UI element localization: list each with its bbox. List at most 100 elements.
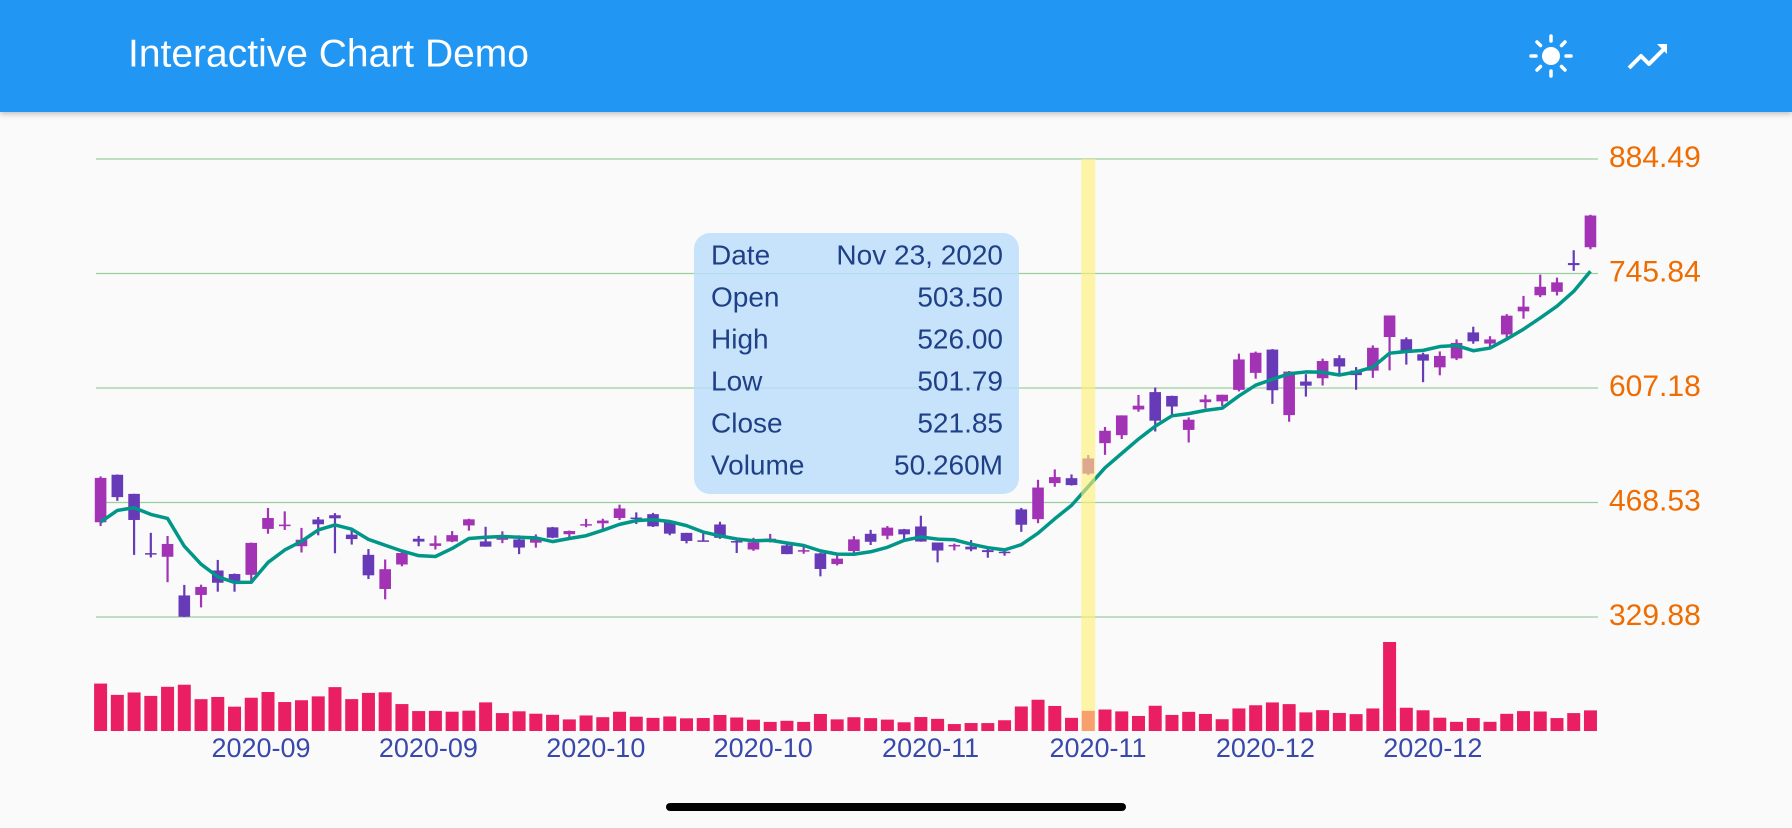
y-tick-label: 884.49 (1609, 141, 1701, 174)
volume-bar (1567, 713, 1581, 731)
candle-body (1249, 352, 1262, 373)
volume-bar (244, 697, 258, 731)
candle-body (663, 520, 676, 534)
volume-bar (1483, 721, 1497, 731)
volume-bar (228, 706, 242, 731)
candle-body (1517, 306, 1530, 312)
candle-body (831, 558, 843, 565)
candle-body (278, 524, 291, 527)
volume-bar (1065, 717, 1079, 731)
volume-bar (629, 716, 643, 731)
volume-bar (964, 723, 978, 731)
volume-bar (161, 686, 175, 731)
candle-body (379, 569, 391, 589)
volume-bar (495, 713, 509, 731)
volume-bar (596, 717, 610, 731)
candle-body (1500, 315, 1513, 335)
y-tick-label: 745.84 (1609, 255, 1701, 288)
app-title: Interactive Chart Demo (128, 32, 529, 75)
candle-body (245, 542, 258, 575)
volume-bar (696, 718, 710, 731)
volume-bar (261, 692, 275, 731)
volume-bar (311, 696, 325, 731)
candle-body (1551, 282, 1563, 292)
tooltip-box (694, 233, 1019, 494)
volume-bar (1148, 705, 1162, 731)
volume-bar (780, 720, 794, 731)
volume-bar (512, 711, 526, 731)
candle-body (312, 519, 325, 525)
candle-body (1434, 355, 1446, 368)
candle-body (680, 532, 693, 541)
volume-bar (1282, 704, 1296, 731)
volume-bar (914, 717, 928, 731)
chart[interactable]: 329.88 468.53 607.18 745.84 884.49 2020-09 202… (94, 141, 1701, 763)
volume-bar (294, 700, 308, 731)
candle-body (814, 553, 827, 569)
volume-bar (864, 718, 878, 731)
volume-bar (981, 723, 995, 731)
volume-bar (1249, 705, 1263, 731)
volume-bar (1165, 714, 1179, 731)
volume-bar (746, 719, 760, 731)
candle-body (697, 540, 710, 542)
volume-bar (328, 687, 342, 731)
candle-body (195, 586, 207, 595)
candle-body (931, 542, 944, 551)
candle-body (1048, 477, 1061, 484)
candle-body (1567, 263, 1580, 266)
candle-body (429, 543, 442, 546)
tooltip-value: 503.50 (917, 281, 1003, 312)
crosshair-band (1081, 159, 1096, 731)
tooltip-label: Date (711, 239, 770, 270)
volume-bar (1098, 709, 1112, 731)
candle-body (446, 535, 458, 542)
candle-body (1467, 332, 1480, 342)
x-tick-label: 2020-11 (1049, 733, 1146, 763)
candle-body (1316, 361, 1329, 379)
candle-body (546, 527, 559, 538)
volume-bar (998, 720, 1012, 731)
volume-bar (546, 714, 560, 731)
y-tick-label: 468.53 (1609, 484, 1701, 517)
candle-body (479, 541, 492, 547)
candle-body (1450, 342, 1463, 359)
candle-body (998, 551, 1011, 554)
indicator-button[interactable] (1627, 44, 1667, 70)
theme-button[interactable] (1529, 34, 1573, 78)
app-bar (0, 0, 1792, 112)
x-tick-label: 2020-09 (379, 733, 478, 763)
candle-body (1132, 405, 1145, 410)
candle-body (111, 474, 124, 498)
volume-bar (763, 721, 777, 731)
volume-bar (847, 717, 861, 731)
volume-bar (1583, 710, 1597, 731)
volume-bar (931, 718, 945, 731)
volume-bar (445, 711, 459, 731)
candle-body (530, 538, 542, 543)
x-tick-label: 2020-12 (1216, 733, 1315, 763)
candle-body (1417, 354, 1429, 361)
candle-body (747, 542, 760, 550)
candle-body (848, 539, 860, 552)
candle-body (881, 527, 894, 536)
volume-bar (94, 683, 108, 731)
candle-body (1584, 215, 1597, 248)
volume-bar (278, 702, 292, 731)
volume-bar (1232, 708, 1246, 731)
candle-body (1065, 478, 1078, 486)
volume-bar (1500, 713, 1514, 731)
candle-body (864, 533, 877, 542)
volume-bar (897, 722, 911, 731)
volume-bar (947, 724, 961, 731)
volume-bar (1014, 706, 1028, 731)
volume-bar (797, 721, 811, 731)
candle-body (1032, 487, 1044, 520)
volume-bar (1215, 719, 1229, 731)
candle-body (178, 595, 191, 617)
candle-body (228, 574, 241, 582)
volume-bar (1031, 699, 1045, 731)
tooltip-label: Low (711, 365, 763, 396)
